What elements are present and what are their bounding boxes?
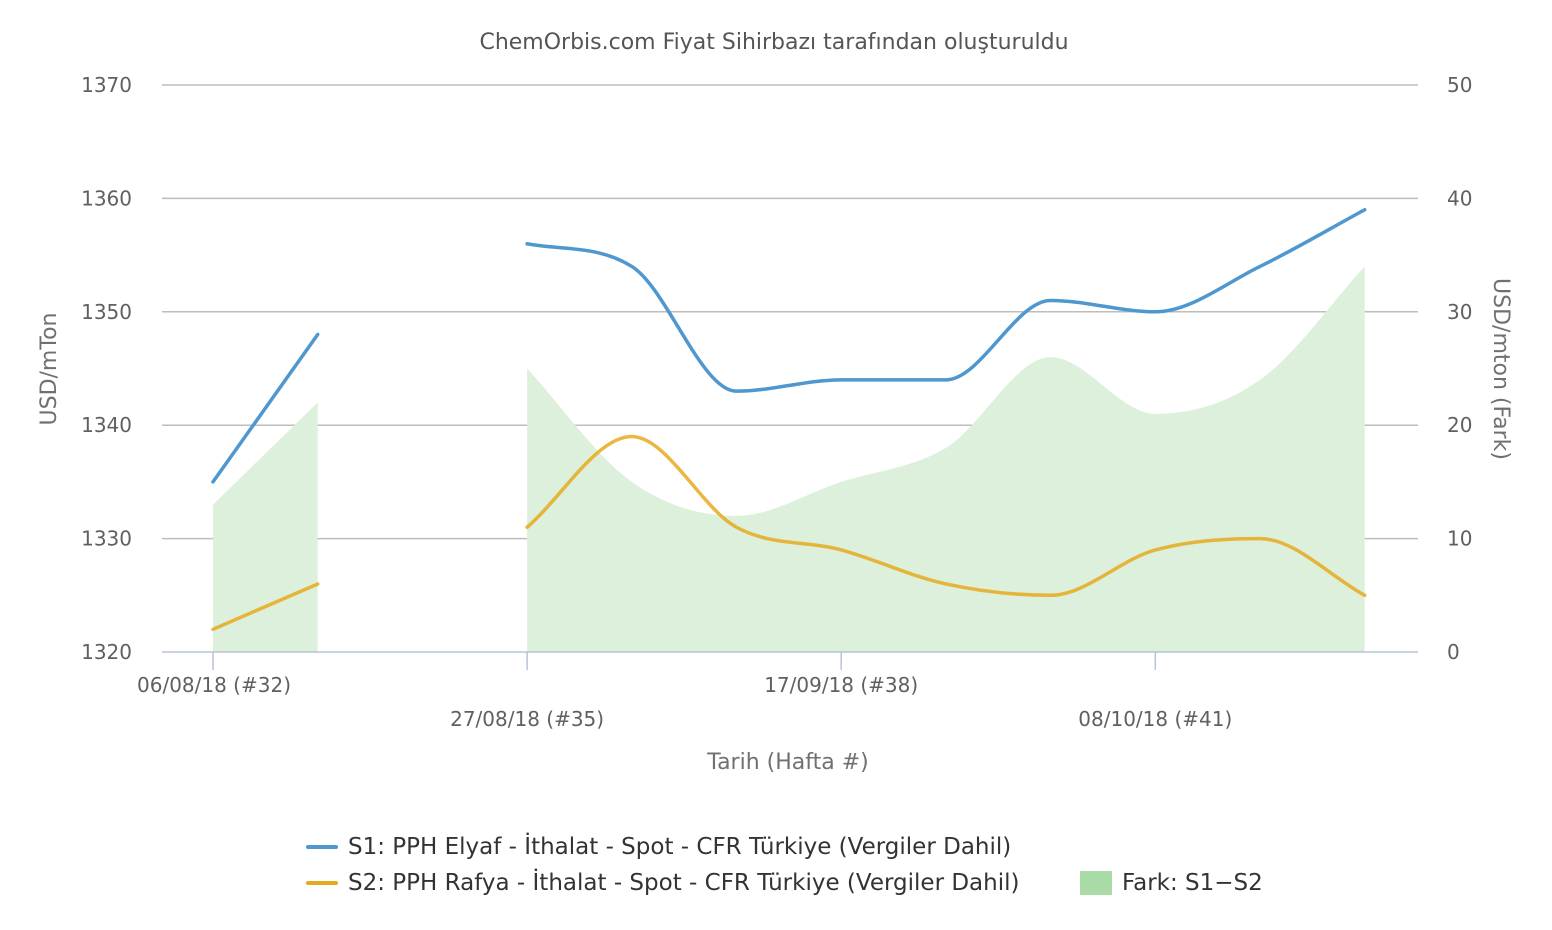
- legend-label-s1: S1: PPH Elyaf - İthalat - Spot - CFR Tür…: [348, 834, 1012, 860]
- price-chart: ChemOrbis.com Fiyat Sihirbazı tarafından…: [37, 30, 1513, 775]
- legend-item-s1[interactable]: S1: PPH Elyaf - İthalat - Spot - CFR Tür…: [306, 834, 1011, 860]
- legend-item-fark[interactable]: Fark: S1−S2: [1080, 870, 1263, 896]
- series-line-s2: [211, 582, 320, 632]
- area-fark: [527, 266, 1365, 652]
- legend-swatch-s1: [306, 845, 338, 849]
- y-tick-label-right: 10: [1447, 527, 1472, 551]
- line-layer: [211, 207, 1367, 632]
- y-tick-label-left: 1320: [81, 640, 132, 664]
- x-tick-label: 27/08/18 (#35): [450, 707, 604, 731]
- legend: S1: PPH Elyaf - İthalat - Spot - CFR Tür…: [300, 828, 1300, 918]
- x-tick-label: 08/10/18 (#41): [1078, 707, 1232, 731]
- legend-item-s2[interactable]: S2: PPH Rafya - İthalat - Spot - CFR Tür…: [306, 870, 1019, 896]
- y-tick-label-right: 0: [1447, 640, 1460, 664]
- x-tick-label: 06/08/18 (#32): [137, 673, 291, 697]
- y-tick-label-right: 50: [1447, 73, 1472, 97]
- chart-title: ChemOrbis.com Fiyat Sihirbazı tarafından…: [479, 30, 1068, 55]
- x-tick-label: 17/09/18 (#38): [764, 673, 918, 697]
- y-tick-label-right: 30: [1447, 300, 1472, 324]
- legend-label-s2: S2: PPH Rafya - İthalat - Spot - CFR Tür…: [348, 870, 1020, 896]
- y-tick-label-left: 1350: [81, 300, 132, 324]
- y-axis-title-left: USD/mTon: [37, 313, 62, 426]
- y-tick-label-left: 1360: [81, 186, 132, 210]
- series-line-s1: [211, 332, 320, 484]
- y-tick-label-left: 1340: [81, 413, 132, 437]
- chart-area: ChemOrbis.com Fiyat Sihirbazı tarafından…: [37, 30, 1513, 775]
- legend-label-fark: Fark: S1−S2: [1122, 870, 1263, 896]
- area-layer: [213, 266, 1365, 652]
- legend-swatch-fark: [1080, 871, 1112, 895]
- series-line-s2: [525, 434, 1367, 598]
- area-fark: [213, 402, 318, 652]
- axes: 1320 0 1330 10 1340 20 1350 30 1360 40 1370 50 06/08…: [81, 73, 1472, 731]
- y-axis-title-right: USD/mton (Fark): [1488, 278, 1513, 460]
- y-tick-label-left: 1370: [81, 73, 132, 97]
- x-axis-title: Tarih (Hafta #): [706, 750, 868, 775]
- y-tick-label-right: 20: [1447, 413, 1472, 437]
- legend-swatch-s2: [306, 881, 338, 885]
- series-line-s1: [525, 207, 1367, 393]
- y-tick-label-left: 1330: [81, 527, 132, 551]
- y-tick-label-right: 40: [1447, 186, 1472, 210]
